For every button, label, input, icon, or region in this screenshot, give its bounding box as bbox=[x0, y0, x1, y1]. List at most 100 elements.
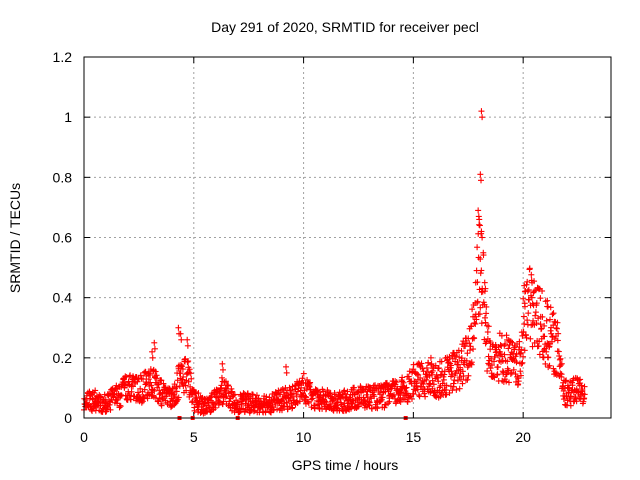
data-point bbox=[581, 395, 588, 402]
y-tick-label: 0.2 bbox=[53, 350, 73, 366]
data-point bbox=[554, 337, 561, 344]
data-point bbox=[158, 377, 165, 384]
data-point bbox=[472, 320, 479, 327]
data-point bbox=[573, 398, 580, 405]
data-point bbox=[434, 374, 441, 381]
data-point bbox=[435, 365, 442, 372]
data-point bbox=[485, 323, 492, 330]
data-point bbox=[563, 377, 570, 384]
data-point bbox=[550, 365, 557, 372]
data-point bbox=[515, 375, 522, 382]
data-point bbox=[207, 394, 214, 401]
data-point bbox=[547, 304, 554, 311]
data-point bbox=[468, 359, 475, 366]
x-axis-label: GPS time / hours bbox=[292, 457, 399, 473]
data-point bbox=[143, 380, 150, 387]
data-point bbox=[244, 390, 251, 397]
data-point bbox=[422, 393, 429, 400]
data-point bbox=[305, 400, 312, 407]
data-point bbox=[521, 282, 528, 289]
data-point bbox=[274, 406, 281, 413]
data-point bbox=[526, 265, 533, 272]
data-point bbox=[123, 374, 130, 381]
data-point bbox=[521, 321, 528, 328]
data-point bbox=[494, 371, 501, 378]
data-point bbox=[87, 392, 94, 399]
data-point bbox=[494, 363, 501, 370]
data-point bbox=[137, 372, 144, 379]
data-point bbox=[517, 372, 524, 379]
x-tick-label: 0 bbox=[80, 429, 88, 445]
data-point bbox=[560, 387, 567, 394]
data-point bbox=[525, 286, 532, 293]
data-point bbox=[533, 320, 540, 327]
data-point bbox=[404, 398, 411, 405]
data-point bbox=[250, 391, 257, 398]
data-point bbox=[552, 369, 559, 376]
data-point bbox=[182, 382, 189, 389]
data-point bbox=[479, 114, 486, 121]
data-point bbox=[418, 360, 425, 367]
data-point bbox=[185, 378, 192, 385]
data-point bbox=[147, 379, 154, 386]
data-point bbox=[532, 309, 539, 316]
data-point bbox=[396, 390, 403, 397]
data-point bbox=[464, 350, 471, 357]
data-point bbox=[373, 403, 380, 410]
data-point bbox=[188, 399, 195, 406]
data-point bbox=[518, 360, 525, 367]
data-point bbox=[331, 389, 338, 396]
x-tick-label: 10 bbox=[296, 429, 312, 445]
data-point bbox=[578, 382, 585, 389]
data-point bbox=[487, 365, 494, 372]
data-point bbox=[488, 362, 495, 369]
data-point bbox=[399, 378, 406, 385]
data-point bbox=[281, 403, 288, 410]
y-tick-label: 1.2 bbox=[53, 49, 73, 65]
data-point bbox=[541, 322, 548, 329]
data-point bbox=[488, 370, 495, 377]
y-tick-label: 1 bbox=[64, 109, 72, 125]
data-point bbox=[518, 346, 525, 353]
data-point bbox=[528, 294, 535, 301]
data-point bbox=[128, 388, 135, 395]
data-point bbox=[414, 386, 421, 393]
data-point bbox=[192, 388, 199, 395]
data-point bbox=[138, 399, 145, 406]
data-point bbox=[581, 383, 588, 390]
data-point bbox=[491, 353, 498, 360]
data-point bbox=[448, 368, 455, 375]
data-point bbox=[513, 359, 520, 366]
data-point bbox=[377, 398, 384, 405]
data-point bbox=[415, 392, 422, 399]
data-point bbox=[478, 320, 485, 327]
data-point bbox=[191, 407, 198, 414]
data-point bbox=[465, 372, 472, 379]
data-point bbox=[557, 370, 564, 377]
data-point bbox=[448, 362, 455, 369]
data-point bbox=[467, 360, 474, 367]
data-point bbox=[536, 351, 543, 358]
data-point bbox=[545, 354, 552, 361]
data-point bbox=[341, 404, 348, 411]
data-point bbox=[521, 347, 528, 354]
data-point bbox=[440, 376, 447, 383]
data-point bbox=[479, 234, 486, 241]
data-point bbox=[483, 303, 490, 310]
data-point bbox=[379, 394, 386, 401]
data-point bbox=[117, 391, 124, 398]
grid-lines bbox=[84, 57, 611, 418]
data-point bbox=[503, 378, 510, 385]
data-point bbox=[250, 408, 257, 415]
data-point bbox=[140, 376, 147, 383]
data-point bbox=[175, 394, 182, 401]
data-point bbox=[478, 289, 485, 296]
y-axis-label: SRMTID / TECUs bbox=[7, 183, 23, 293]
data-point bbox=[572, 394, 579, 401]
data-point bbox=[414, 371, 421, 378]
data-point bbox=[117, 403, 124, 410]
data-point bbox=[577, 376, 584, 383]
chart-title: Day 291 of 2020, SRMTID for receiver pec… bbox=[211, 19, 479, 35]
data-point bbox=[529, 343, 536, 350]
data-point bbox=[505, 345, 512, 352]
